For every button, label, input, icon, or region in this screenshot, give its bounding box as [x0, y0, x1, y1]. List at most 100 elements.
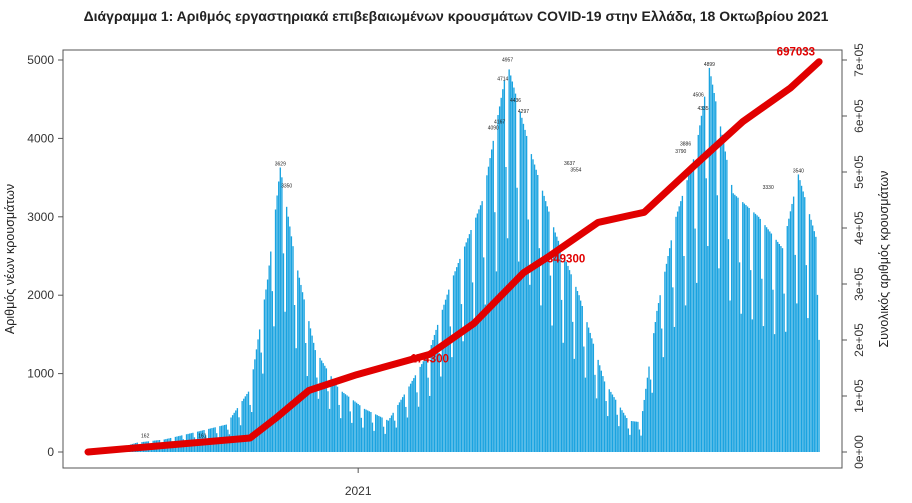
daily-bar	[634, 421, 636, 452]
daily-bar	[435, 329, 437, 452]
daily-bar	[538, 248, 541, 452]
daily-bar	[303, 299, 305, 452]
daily-bar	[723, 143, 725, 452]
daily-bar	[468, 234, 471, 452]
daily-bar	[562, 342, 564, 452]
daily-bar	[441, 309, 444, 452]
daily-bar	[319, 357, 321, 452]
daily-bar	[640, 435, 642, 452]
daily-bar	[266, 279, 269, 452]
daily-bar	[330, 376, 332, 452]
daily-bar	[376, 415, 378, 452]
daily-bar	[715, 101, 717, 453]
daily-bar	[343, 392, 345, 452]
daily-bar	[298, 277, 301, 452]
daily-bar	[365, 409, 367, 452]
daily-bar	[759, 218, 761, 452]
daily-bar	[750, 270, 752, 452]
daily-bar	[360, 417, 363, 452]
bar-value-label: 3554	[570, 167, 581, 173]
daily-bar	[678, 206, 680, 452]
daily-bar	[516, 187, 518, 453]
y2-tick-label: 2e+05	[852, 323, 866, 357]
daily-bar	[765, 227, 768, 452]
daily-bar	[354, 401, 356, 452]
daily-bar	[454, 271, 456, 452]
bar-value-label: 4297	[518, 109, 529, 115]
daily-bar	[788, 218, 790, 452]
daily-bar	[676, 211, 679, 452]
daily-bar	[370, 412, 372, 452]
daily-bar	[762, 326, 765, 452]
daily-bar	[346, 395, 348, 452]
daily-bar	[627, 428, 630, 452]
daily-bar	[656, 310, 658, 452]
daily-bar	[430, 345, 432, 452]
cumulative-annotation: 174300	[411, 353, 449, 365]
daily-bar	[467, 238, 469, 452]
y-tick-label: 5000	[27, 53, 54, 67]
daily-bar	[263, 299, 266, 452]
daily-bar	[456, 267, 458, 452]
daily-bar	[355, 402, 358, 452]
daily-bar	[270, 251, 272, 452]
daily-bar	[478, 209, 480, 452]
daily-bar	[622, 412, 625, 452]
plot-frame	[62, 49, 843, 469]
daily-bar	[241, 401, 243, 452]
daily-bar	[429, 395, 431, 452]
y2-tick-label: 6e+05	[852, 99, 866, 133]
daily-bar	[251, 412, 253, 452]
daily-bar	[665, 263, 668, 452]
daily-bar	[721, 134, 723, 452]
daily-bar	[797, 174, 800, 453]
daily-bar	[657, 303, 660, 452]
daily-bar	[614, 399, 617, 452]
bar-value-label: 3886	[680, 141, 691, 147]
daily-bar	[783, 293, 785, 452]
daily-bar	[344, 394, 347, 452]
daily-bar	[479, 205, 482, 452]
daily-bar	[448, 289, 450, 452]
daily-bar	[592, 343, 595, 452]
daily-bar	[742, 202, 744, 452]
daily-bar	[754, 213, 757, 452]
daily-bar	[772, 289, 774, 452]
daily-bar	[740, 313, 742, 452]
bar-value-label: 4090	[488, 125, 499, 131]
daily-bar	[600, 370, 603, 452]
daily-bar	[440, 376, 442, 452]
bar-value-label: 162	[141, 433, 150, 439]
daily-bar	[684, 305, 687, 452]
daily-bar	[737, 197, 739, 452]
daily-bar	[724, 151, 726, 452]
daily-bar	[646, 377, 649, 452]
daily-bar	[390, 415, 393, 452]
daily-bar	[352, 400, 355, 452]
daily-bar	[680, 201, 682, 452]
daily-bar	[327, 391, 329, 452]
daily-bar	[400, 399, 402, 452]
y2-tick-label: 3e+05	[852, 267, 866, 301]
daily-bar	[405, 406, 407, 452]
y2-axis-label: Συνολικός αριθμός κρουσμάτων	[877, 171, 891, 348]
daily-bar	[651, 392, 653, 452]
daily-bar	[802, 191, 804, 452]
daily-bar	[268, 265, 270, 452]
daily-bar	[535, 169, 537, 452]
daily-bar	[255, 349, 258, 452]
daily-bar	[632, 421, 634, 452]
daily-bar	[347, 396, 350, 452]
daily-bar	[777, 241, 779, 452]
daily-bar	[314, 350, 316, 452]
daily-bar	[260, 352, 262, 452]
daily-bar	[767, 229, 769, 452]
daily-bar	[532, 159, 534, 452]
daily-bar	[525, 135, 528, 452]
daily-bar	[616, 414, 618, 452]
y2-tick-label: 7e+05	[852, 43, 866, 77]
daily-bar	[470, 230, 472, 452]
daily-bar	[444, 299, 447, 452]
daily-bar	[529, 284, 531, 452]
daily-bar	[417, 406, 420, 452]
